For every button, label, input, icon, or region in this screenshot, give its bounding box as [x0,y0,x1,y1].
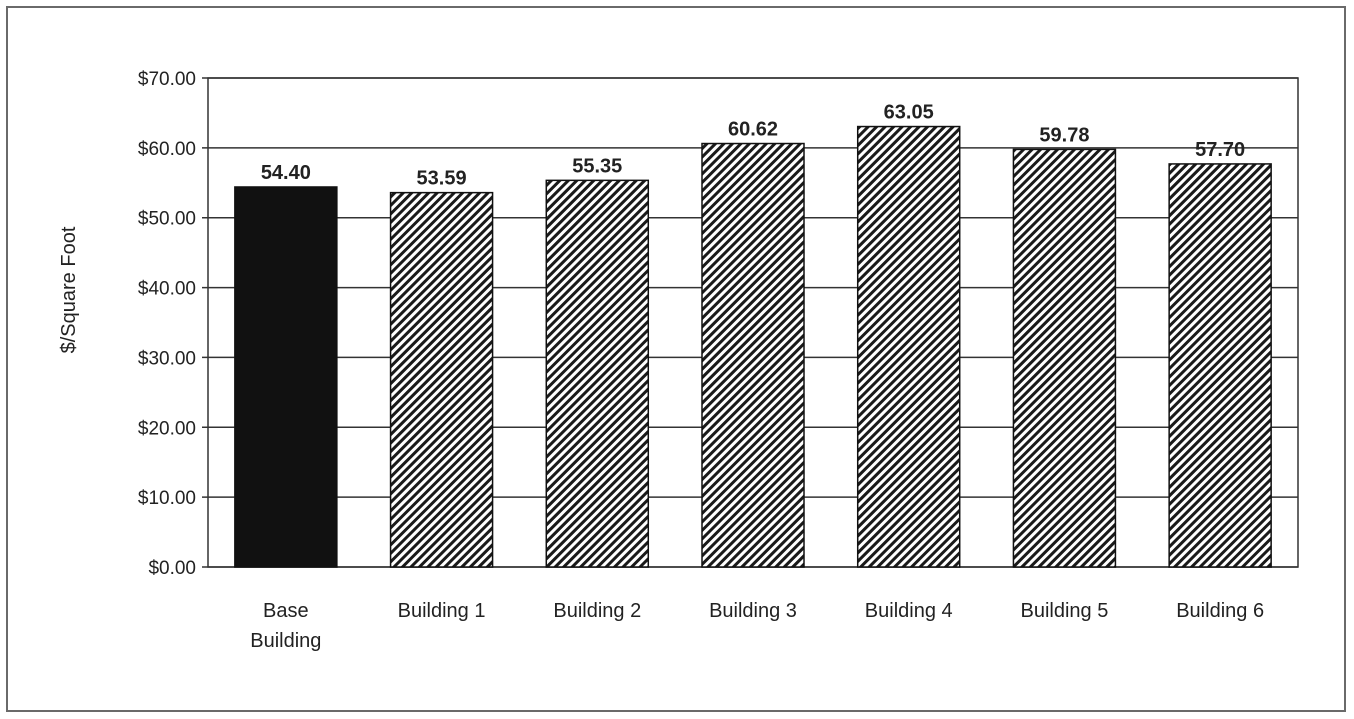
y-tick-label: $10.00 [138,488,196,509]
bar [1012,148,1117,568]
bar [856,125,961,568]
x-category-label: Building [250,630,321,652]
x-axis-categories: Base Building Building 1 Building 2 Building… [250,600,1264,652]
bar [1168,163,1272,568]
bar [389,191,494,568]
x-category-label: Building 1 [398,600,486,622]
bars [234,125,1272,568]
data-label: 53.59 [417,168,467,190]
x-category-label: Base [263,600,309,622]
data-label: 54.40 [261,162,311,184]
x-category-label: Building 6 [1176,600,1264,622]
chart-frame [6,6,1346,712]
x-category-label: Building 5 [1021,600,1109,622]
y-tick-label: $40.00 [138,279,196,300]
data-label: 57.70 [1195,139,1245,161]
y-tick-label: $0.00 [148,558,196,579]
y-axis-title: $/Square Foot [58,226,80,353]
data-label: 60.62 [728,119,778,141]
bar [701,142,805,568]
y-axis-ticks: $0.00 $10.00 $20.00 $30.00 $40.00 $50.00 $60.0… [138,69,196,579]
x-category-label: Building 2 [553,600,641,622]
y-tick-label: $60.00 [138,139,196,160]
bar [234,186,338,568]
data-labels: 54.40 53.59 55.35 60.62 63.05 59.78 57.70 [261,102,1245,190]
y-tick-label: $30.00 [138,348,196,369]
y-tick-label: $70.00 [138,69,196,90]
data-label: 59.78 [1039,124,1089,146]
x-category-label: Building 3 [709,600,797,622]
y-tick-label: $20.00 [138,418,196,439]
data-label: 55.35 [572,155,622,177]
data-label: 63.05 [884,102,934,124]
bar [545,179,650,568]
y-tick-label: $50.00 [138,209,196,230]
x-category-label: Building 4 [865,600,953,622]
